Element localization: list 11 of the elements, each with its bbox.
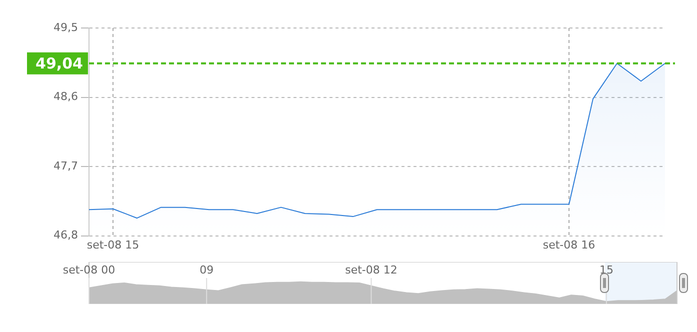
ref-line-label: 49,04 [36,54,83,72]
y-tick-label: 48,6 [54,90,78,104]
y-tick-label: 47,7 [54,159,78,172]
x-tick-label: set-08 15 [86,238,140,252]
x-tick-label: set-08 16 [542,238,596,252]
x-tick-label: set-08 12 [345,263,398,276]
x-tick-label: 15 [599,263,614,276]
x-tick-label: set-08 00 [62,263,116,276]
x-tick-label: 09 [200,263,214,276]
y-tick-label: 46,8 [54,228,78,242]
y-tick-label: 49,5 [54,20,78,34]
